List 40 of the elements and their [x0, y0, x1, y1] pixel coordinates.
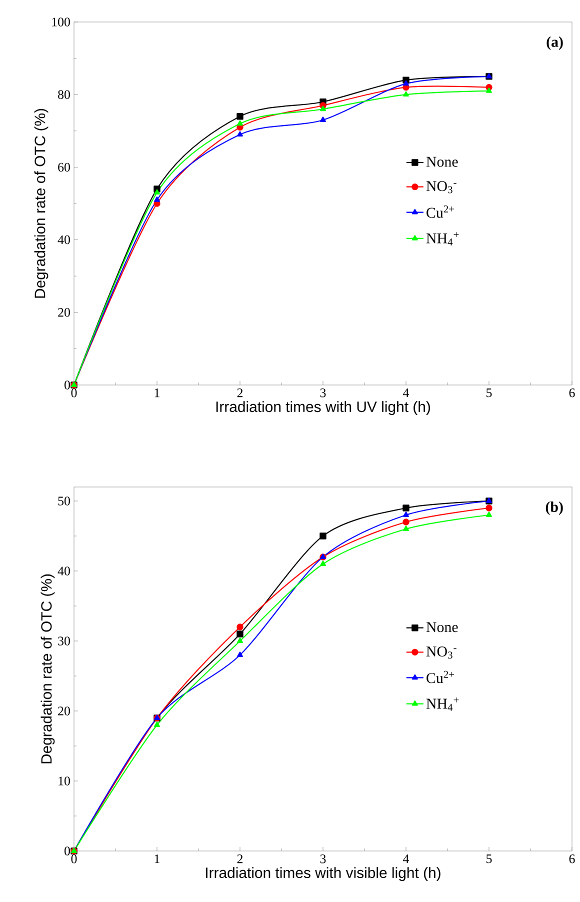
legend-label: NO$_{3}$- — [426, 646, 456, 659]
y-tick-label: 30 — [58, 636, 70, 646]
y-tick-label: 0 — [64, 380, 70, 390]
y-axis-title: Degradation rate of OTC (%) — [34, 108, 48, 298]
x-tick-label: 2 — [237, 854, 243, 864]
x-tick-label: 1 — [154, 388, 160, 398]
annotation: (b) — [546, 501, 563, 515]
x-tick-label: 0 — [71, 854, 77, 864]
legend-label: NO$_{3}$- — [426, 181, 456, 194]
y-tick-label: 60 — [58, 162, 70, 172]
y-tick-label: 40 — [58, 235, 70, 244]
legend-label: NH$_{4}$+ — [426, 697, 459, 711]
y-tick-label: 10 — [58, 776, 70, 786]
y-tick-label: 40 — [58, 566, 70, 576]
legend-label: NH$_{4}$+ — [426, 232, 459, 246]
x-tick-label: 1 — [154, 854, 160, 864]
legend-label: Cu$^{2+}$ — [426, 670, 454, 684]
x-tick-label: 0 — [71, 388, 77, 398]
legend-label: None — [426, 156, 458, 167]
x-tick-label: 3 — [320, 854, 326, 864]
y-tick-label: 20 — [58, 706, 70, 716]
legend-label: Cu$^{2+}$ — [426, 206, 454, 218]
x-tick-label: 4 — [403, 854, 410, 864]
x-axis-title: Irradiation times with visible light (h) — [206, 867, 440, 882]
x-tick-label: 6 — [569, 388, 575, 398]
x-tick-label: 4 — [403, 388, 410, 398]
y-tick-label: 100 — [52, 18, 70, 26]
y-tick-label: 80 — [58, 90, 70, 99]
x-tick-label: 6 — [569, 854, 575, 864]
x-axis-title: Irradiation times with UV light (h) — [216, 401, 430, 416]
y-axis-title: Degradation rate of OTC (%) — [40, 574, 55, 764]
y-tick-label: 0 — [64, 846, 70, 856]
annotation: (a) — [546, 36, 563, 50]
x-tick-label: 5 — [486, 388, 492, 398]
x-tick-label: 5 — [486, 854, 492, 864]
x-tick-label: 3 — [320, 388, 326, 398]
y-tick-label: 50 — [58, 496, 70, 506]
legend-label: None — [426, 622, 458, 632]
x-tick-label: 2 — [237, 388, 243, 398]
y-tick-label: 20 — [58, 308, 70, 317]
